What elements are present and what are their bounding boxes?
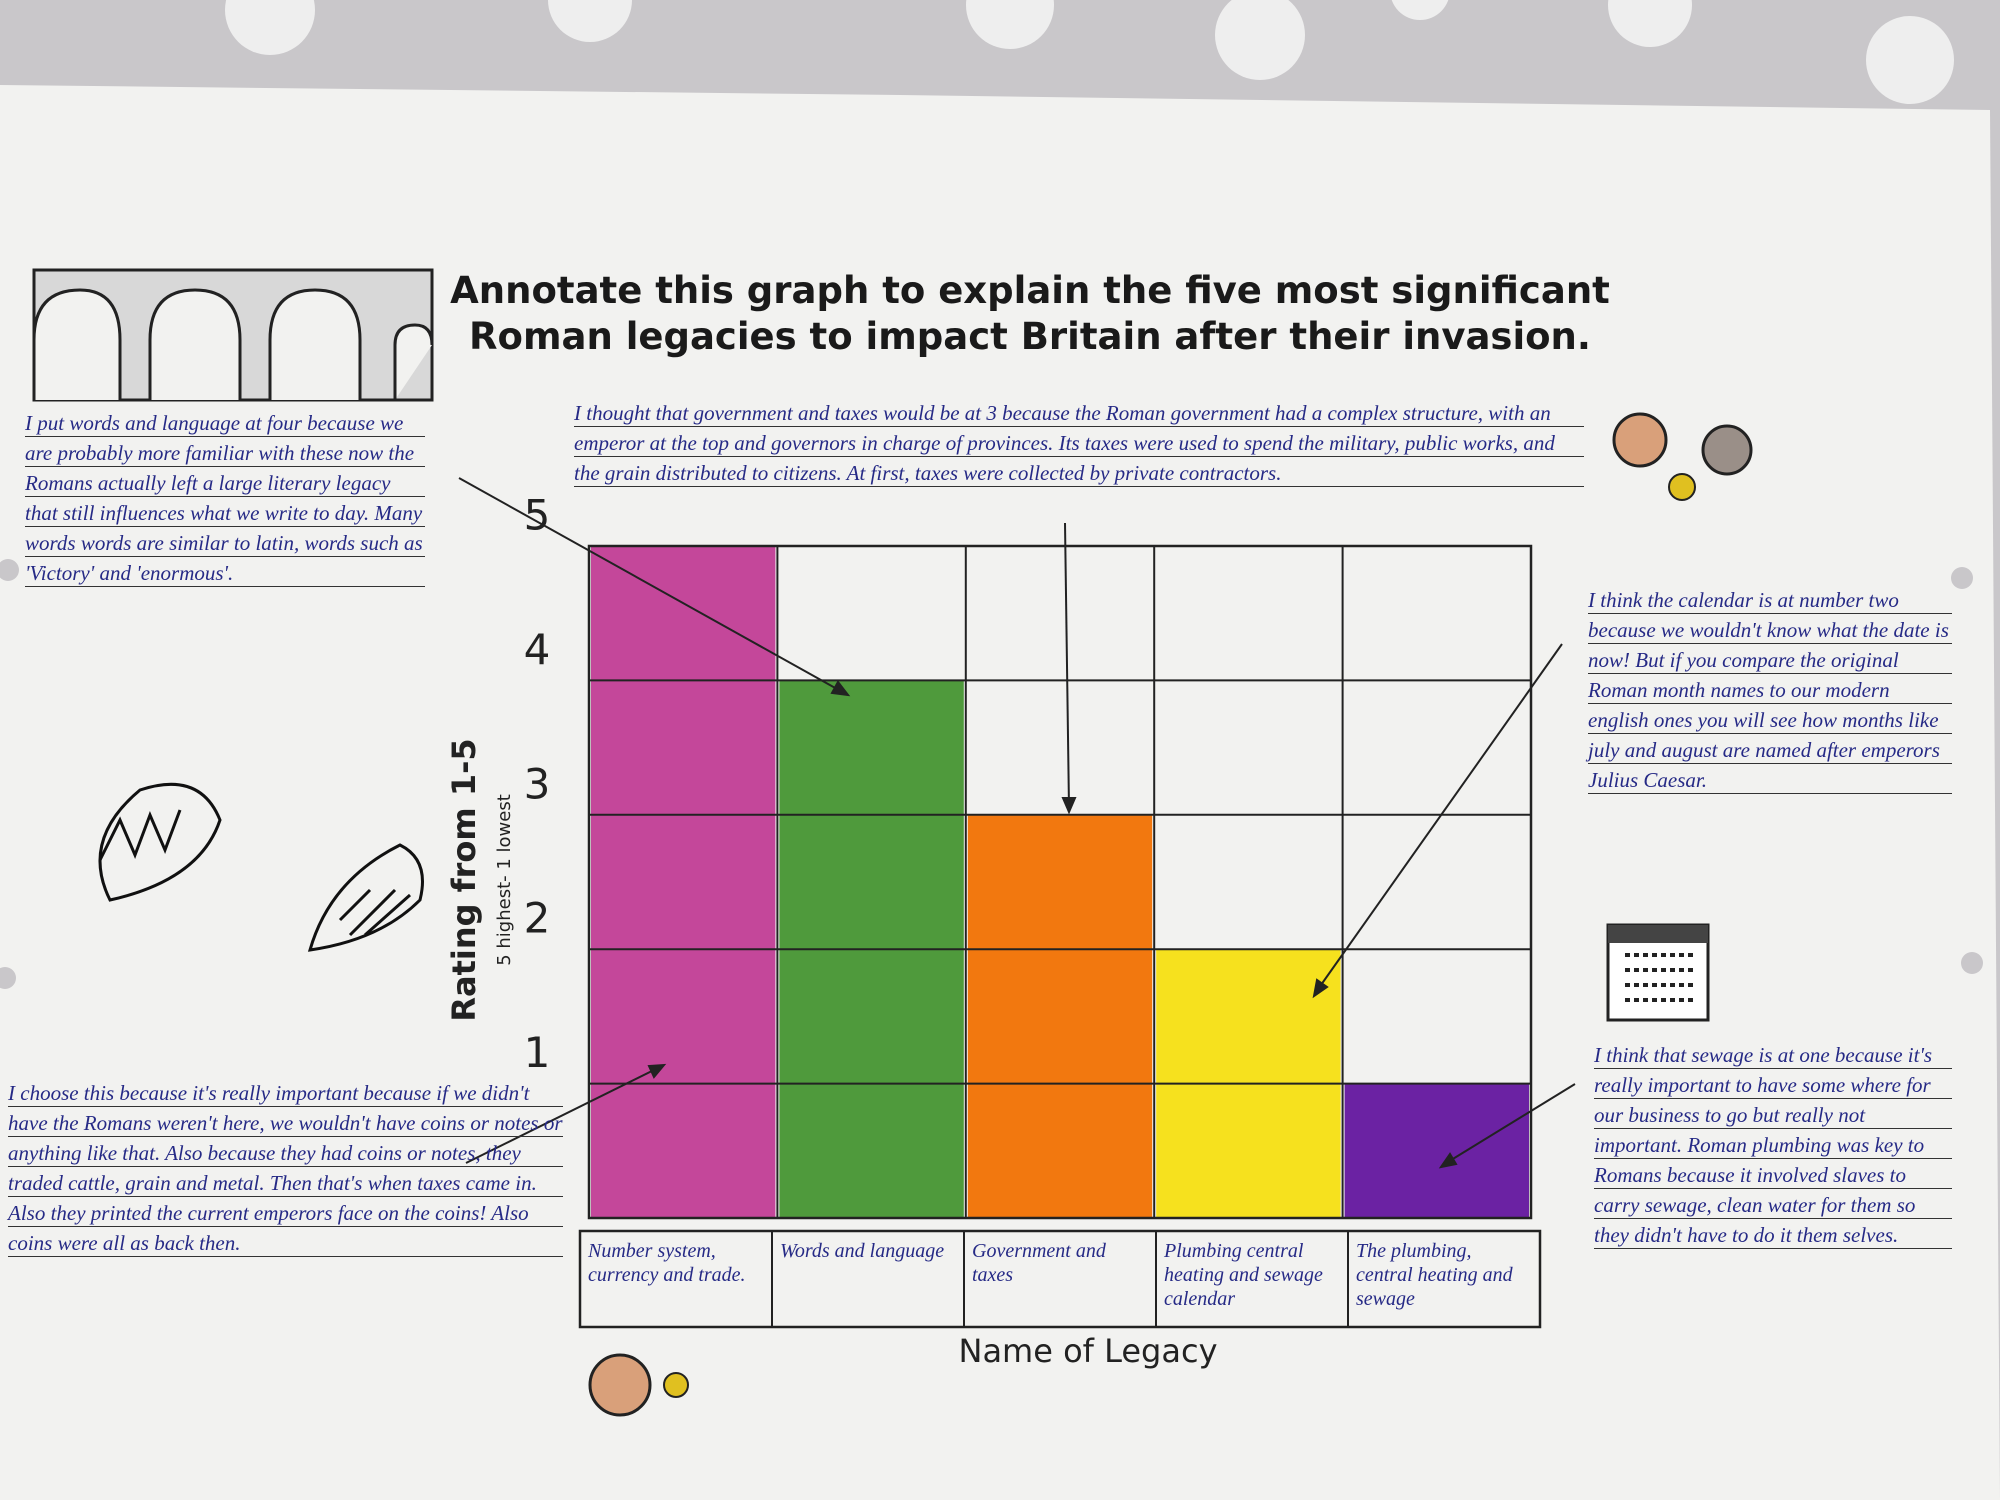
annotation: I choose this because it's really import… bbox=[8, 1078, 563, 1258]
polka-dots bbox=[225, 0, 1954, 104]
y-tick-label: 3 bbox=[524, 759, 551, 808]
punch-hole bbox=[1951, 567, 1973, 589]
category-label: Plumbing central heating and sewage cale… bbox=[1164, 1240, 1323, 1310]
punch-hole bbox=[1961, 952, 1983, 974]
category-label: Government and taxes bbox=[972, 1240, 1106, 1286]
calendar-sketch bbox=[1606, 923, 1710, 1022]
category-box-frame bbox=[578, 1229, 1542, 1329]
annotation: I think that sewage is at one because it… bbox=[1594, 1040, 1952, 1250]
category-label: Number system, currency and trade. bbox=[588, 1240, 746, 1286]
x-axis-label: Name of Legacy bbox=[959, 1332, 1218, 1370]
category-label: The plumbing, central heating and sewage bbox=[1356, 1240, 1513, 1310]
leaf-sketches bbox=[98, 782, 424, 952]
annotation: I think the calendar is at number two be… bbox=[1588, 585, 1952, 795]
category-label: Words and language bbox=[780, 1240, 945, 1262]
bar bbox=[591, 546, 776, 1218]
annotation: I put words and language at four because… bbox=[25, 408, 425, 588]
coin-sketches bbox=[588, 412, 1753, 1417]
bar bbox=[1344, 1083, 1529, 1218]
y-axis-label: Rating from 1-5 bbox=[445, 738, 483, 1021]
worksheet-title: Annotate this graph to explain the five … bbox=[450, 269, 1610, 358]
y-tick-label: 5 bbox=[524, 491, 551, 540]
bar bbox=[967, 814, 1153, 1218]
punch-hole bbox=[0, 967, 16, 989]
y-tick-label: 1 bbox=[524, 1028, 551, 1077]
y-tick-label: 4 bbox=[524, 625, 551, 674]
y-axis-sublabel: 5 highest- 1 lowest bbox=[494, 794, 515, 966]
y-tick-label: 2 bbox=[524, 894, 551, 943]
punch-hole bbox=[0, 559, 19, 581]
annotation: I thought that government and taxes woul… bbox=[574, 398, 1584, 488]
bar-chart: 1 2 3 4 5 Rating from 1-5 5 highest- 1 lowest N… bbox=[445, 491, 1542, 1370]
annotation-arrows bbox=[458, 477, 1576, 1169]
aqueduct-sketch bbox=[32, 268, 434, 402]
